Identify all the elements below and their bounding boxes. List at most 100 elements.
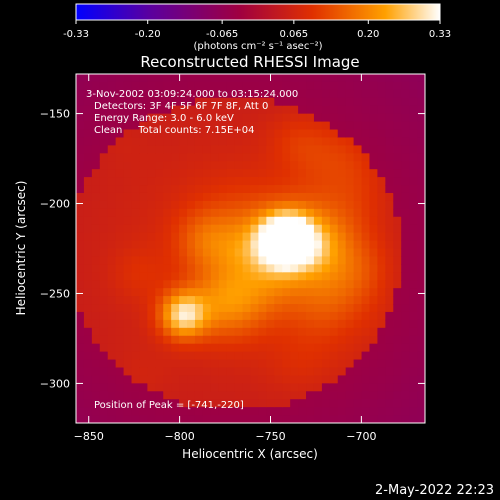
heatmap-cell — [171, 296, 180, 305]
heatmap-cell — [187, 145, 196, 154]
heatmap-cell — [179, 375, 188, 384]
heatmap-cell — [401, 256, 410, 265]
heatmap-cell — [147, 296, 156, 305]
heatmap-cell — [266, 327, 275, 337]
heatmap-cell — [91, 177, 101, 186]
heatmap-cell — [306, 304, 315, 313]
heatmap-cell — [202, 81, 212, 91]
heatmap-cell — [369, 319, 379, 329]
heatmap-cell — [107, 335, 117, 345]
heatmap-cell — [274, 177, 283, 186]
heatmap-cell — [290, 208, 299, 218]
heatmap-cell — [321, 105, 331, 115]
heatmap-cell — [258, 232, 267, 242]
heatmap-cell — [210, 232, 220, 242]
heatmap-cell — [131, 232, 141, 242]
heatmap-cell — [409, 335, 418, 345]
heatmap-cell — [409, 351, 418, 361]
heatmap-cell — [345, 288, 355, 297]
heatmap-cell — [218, 296, 228, 305]
heatmap-cell — [306, 74, 315, 83]
heatmap-cell — [417, 185, 425, 194]
heatmap-cell — [163, 97, 172, 107]
heatmap-cell — [234, 351, 244, 361]
heatmap-cell — [91, 359, 101, 369]
heatmap-cell — [107, 89, 117, 99]
heatmap-cell — [210, 391, 220, 400]
heatmap-cell — [250, 137, 260, 146]
heatmap-cell — [99, 407, 109, 416]
heatmap-cell — [353, 129, 363, 139]
heatmap-cell — [369, 280, 379, 289]
heatmap-cell — [226, 327, 236, 337]
heatmap-cell — [258, 121, 267, 131]
heatmap-cell — [306, 359, 315, 369]
heatmap-cell — [83, 145, 93, 154]
heatmap-cell — [83, 169, 93, 178]
heatmap-cell — [187, 335, 196, 345]
heatmap-cell — [290, 224, 299, 234]
heatmap-cell — [218, 343, 228, 353]
heatmap-cell — [210, 343, 220, 353]
heatmap-cell — [218, 335, 228, 345]
heatmap-cell — [171, 383, 180, 392]
heatmap-cell — [353, 177, 363, 186]
heatmap-cell — [385, 105, 394, 115]
heatmap-cell — [369, 89, 379, 99]
heatmap-cell — [226, 248, 236, 258]
heatmap-cell — [409, 153, 418, 162]
heatmap-cell — [377, 121, 386, 131]
heatmap-cell — [266, 311, 275, 321]
heatmap-cell — [274, 351, 283, 361]
heatmap-cell — [115, 208, 125, 218]
heatmap-cell — [361, 153, 371, 162]
heatmap-cell — [202, 351, 212, 361]
heatmap-cell — [321, 185, 331, 194]
heatmap-cell — [313, 185, 323, 194]
heatmap-cell — [409, 248, 418, 258]
heatmap-cell — [242, 224, 252, 234]
heatmap-cell — [298, 311, 307, 321]
heatmap-cell — [226, 224, 236, 234]
heatmap-cell — [171, 232, 180, 242]
heatmap-cell — [107, 296, 117, 305]
heatmap-cell — [385, 407, 394, 416]
heatmap-cell — [242, 359, 252, 369]
heatmap-cell — [234, 129, 244, 139]
heatmap-cell — [234, 74, 244, 83]
heatmap-cell — [298, 121, 307, 131]
heatmap-cell — [250, 407, 260, 416]
heatmap-cell — [417, 391, 425, 400]
heatmap-cell — [361, 351, 371, 361]
heatmap-cell — [313, 177, 323, 186]
heatmap-cell — [393, 121, 402, 131]
heatmap-cell — [250, 185, 260, 194]
heatmap-cell — [369, 121, 379, 131]
heatmap-cell — [123, 399, 133, 408]
heatmap-cell — [385, 343, 394, 353]
heatmap-cell — [202, 335, 212, 345]
heatmap-cell — [377, 399, 386, 408]
heatmap-cell — [179, 185, 188, 194]
heatmap-cell — [353, 319, 363, 329]
heatmap-cell — [274, 121, 283, 131]
heatmap-cell — [353, 105, 363, 115]
heatmap-cell — [226, 145, 236, 154]
heatmap-cell — [337, 248, 347, 258]
heatmap-cell — [226, 216, 236, 226]
heatmap-cell — [353, 383, 363, 392]
heatmap-cell — [274, 335, 283, 345]
heatmap-cell — [187, 407, 196, 416]
heatmap-cell — [218, 200, 228, 210]
heatmap-cell — [321, 391, 331, 400]
heatmap-cell — [179, 105, 188, 115]
heatmap-cell — [242, 89, 252, 99]
heatmap-cell — [417, 153, 425, 162]
y-tick-label: −300 — [40, 377, 70, 390]
heatmap-cell — [298, 359, 307, 369]
heatmap-cell — [258, 343, 267, 353]
heatmap-cell — [337, 177, 347, 186]
heatmap-cell — [218, 415, 228, 423]
heatmap-cell — [171, 74, 180, 83]
heatmap-cell — [377, 81, 386, 91]
